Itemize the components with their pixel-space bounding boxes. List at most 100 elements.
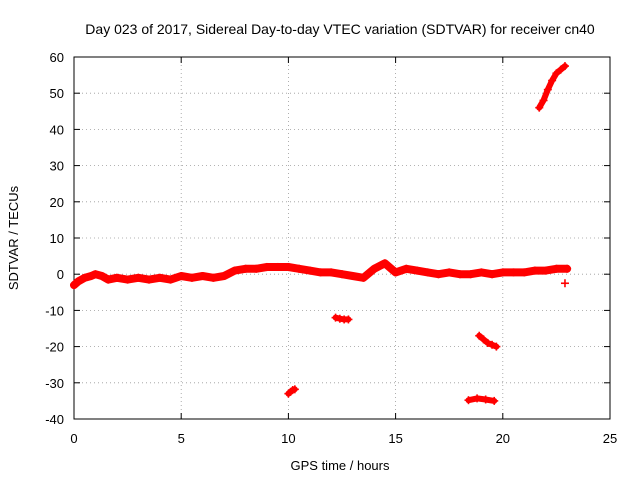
series-line xyxy=(465,395,498,404)
data-point xyxy=(413,266,422,275)
data-point xyxy=(520,268,529,277)
data-point xyxy=(560,279,569,288)
y-tick-label: -30 xyxy=(45,376,64,391)
y-tick-label: 10 xyxy=(50,231,64,246)
series-segment-b xyxy=(331,313,353,324)
data-point xyxy=(380,259,389,268)
y-tick-label: -10 xyxy=(45,303,64,318)
data-point xyxy=(123,275,132,284)
y-axis-label: SDTVAR / TECUs xyxy=(6,185,21,290)
series-segment-a xyxy=(284,385,299,398)
data-point xyxy=(359,273,368,282)
data-point xyxy=(402,264,411,273)
data-point xyxy=(348,272,357,281)
data-point xyxy=(481,395,490,404)
series-main-band xyxy=(70,259,572,290)
data-point xyxy=(316,268,325,277)
data-point xyxy=(295,264,304,273)
data-point xyxy=(539,96,548,105)
data-point xyxy=(563,264,572,273)
data-point xyxy=(464,396,473,405)
series-rising-segment xyxy=(535,62,569,112)
data-point xyxy=(230,266,239,275)
data-point xyxy=(327,268,336,277)
data-point xyxy=(370,264,379,273)
data-point xyxy=(541,266,550,275)
data-point xyxy=(434,270,443,279)
data-point xyxy=(509,268,518,277)
x-tick-label: 25 xyxy=(603,431,617,446)
data-point xyxy=(488,270,497,279)
data-point xyxy=(134,273,143,282)
data-point xyxy=(87,272,96,281)
data-point xyxy=(209,273,218,282)
data-point xyxy=(262,262,271,271)
data-point xyxy=(290,385,299,394)
data-point xyxy=(70,281,78,290)
data-point xyxy=(187,273,196,282)
y-tick-label: 40 xyxy=(50,122,64,137)
data-point xyxy=(155,273,164,282)
x-tick-label: 10 xyxy=(281,431,295,446)
series-isolated-point xyxy=(560,279,569,288)
data-point xyxy=(284,262,293,271)
data-point xyxy=(543,85,552,94)
x-tick-label: 15 xyxy=(388,431,402,446)
data-point xyxy=(490,396,499,405)
data-point xyxy=(556,65,565,74)
data-point xyxy=(473,394,482,403)
y-tick-label: -40 xyxy=(45,412,64,427)
data-point xyxy=(423,268,432,277)
data-point xyxy=(535,103,544,112)
data-point xyxy=(479,335,488,344)
data-point xyxy=(252,264,261,273)
data-point xyxy=(145,275,154,284)
data-point xyxy=(560,62,569,71)
data-series xyxy=(70,62,572,405)
data-point xyxy=(80,273,89,282)
x-tick-label: 0 xyxy=(70,431,77,446)
data-point xyxy=(97,272,106,281)
y-tick-label: 60 xyxy=(50,50,64,65)
data-point xyxy=(445,268,454,277)
data-point xyxy=(112,273,121,282)
data-point xyxy=(488,340,497,349)
data-point xyxy=(91,270,100,279)
chart-title: Day 023 of 2017, Sidereal Day-to-day VTE… xyxy=(85,21,595,37)
data-point xyxy=(220,272,229,281)
data-point xyxy=(104,275,113,284)
data-point xyxy=(492,342,501,351)
data-point xyxy=(177,272,186,281)
x-axis-label: GPS time / hours xyxy=(291,458,390,473)
data-point xyxy=(498,268,507,277)
data-point xyxy=(455,270,464,279)
series-segment-c xyxy=(475,331,501,351)
data-point xyxy=(466,270,475,279)
data-point xyxy=(552,264,561,273)
y-tick-label: 0 xyxy=(57,267,64,282)
data-point xyxy=(166,275,175,284)
x-tick-label: 5 xyxy=(178,431,185,446)
data-point xyxy=(198,272,207,281)
data-point xyxy=(552,69,561,78)
y-tick-label: -20 xyxy=(45,340,64,355)
data-point xyxy=(548,76,557,85)
x-tick-label: 20 xyxy=(496,431,510,446)
data-point xyxy=(338,270,346,279)
data-point xyxy=(477,268,486,277)
data-point xyxy=(74,277,83,286)
data-point xyxy=(344,315,353,324)
data-point xyxy=(483,338,492,347)
data-point xyxy=(475,331,484,340)
data-point xyxy=(391,268,400,277)
data-point xyxy=(530,266,539,275)
data-point xyxy=(241,264,250,273)
y-tick-label: 20 xyxy=(50,195,64,210)
ticks: 0 5 10 15 20 25 -40 -30 -20 -10 0 10 20 30 40 50 60 xyxy=(45,50,617,446)
data-point xyxy=(305,266,314,275)
y-tick-label: 30 xyxy=(50,159,64,174)
y-tick-label: 50 xyxy=(50,86,64,101)
data-point xyxy=(273,262,282,271)
